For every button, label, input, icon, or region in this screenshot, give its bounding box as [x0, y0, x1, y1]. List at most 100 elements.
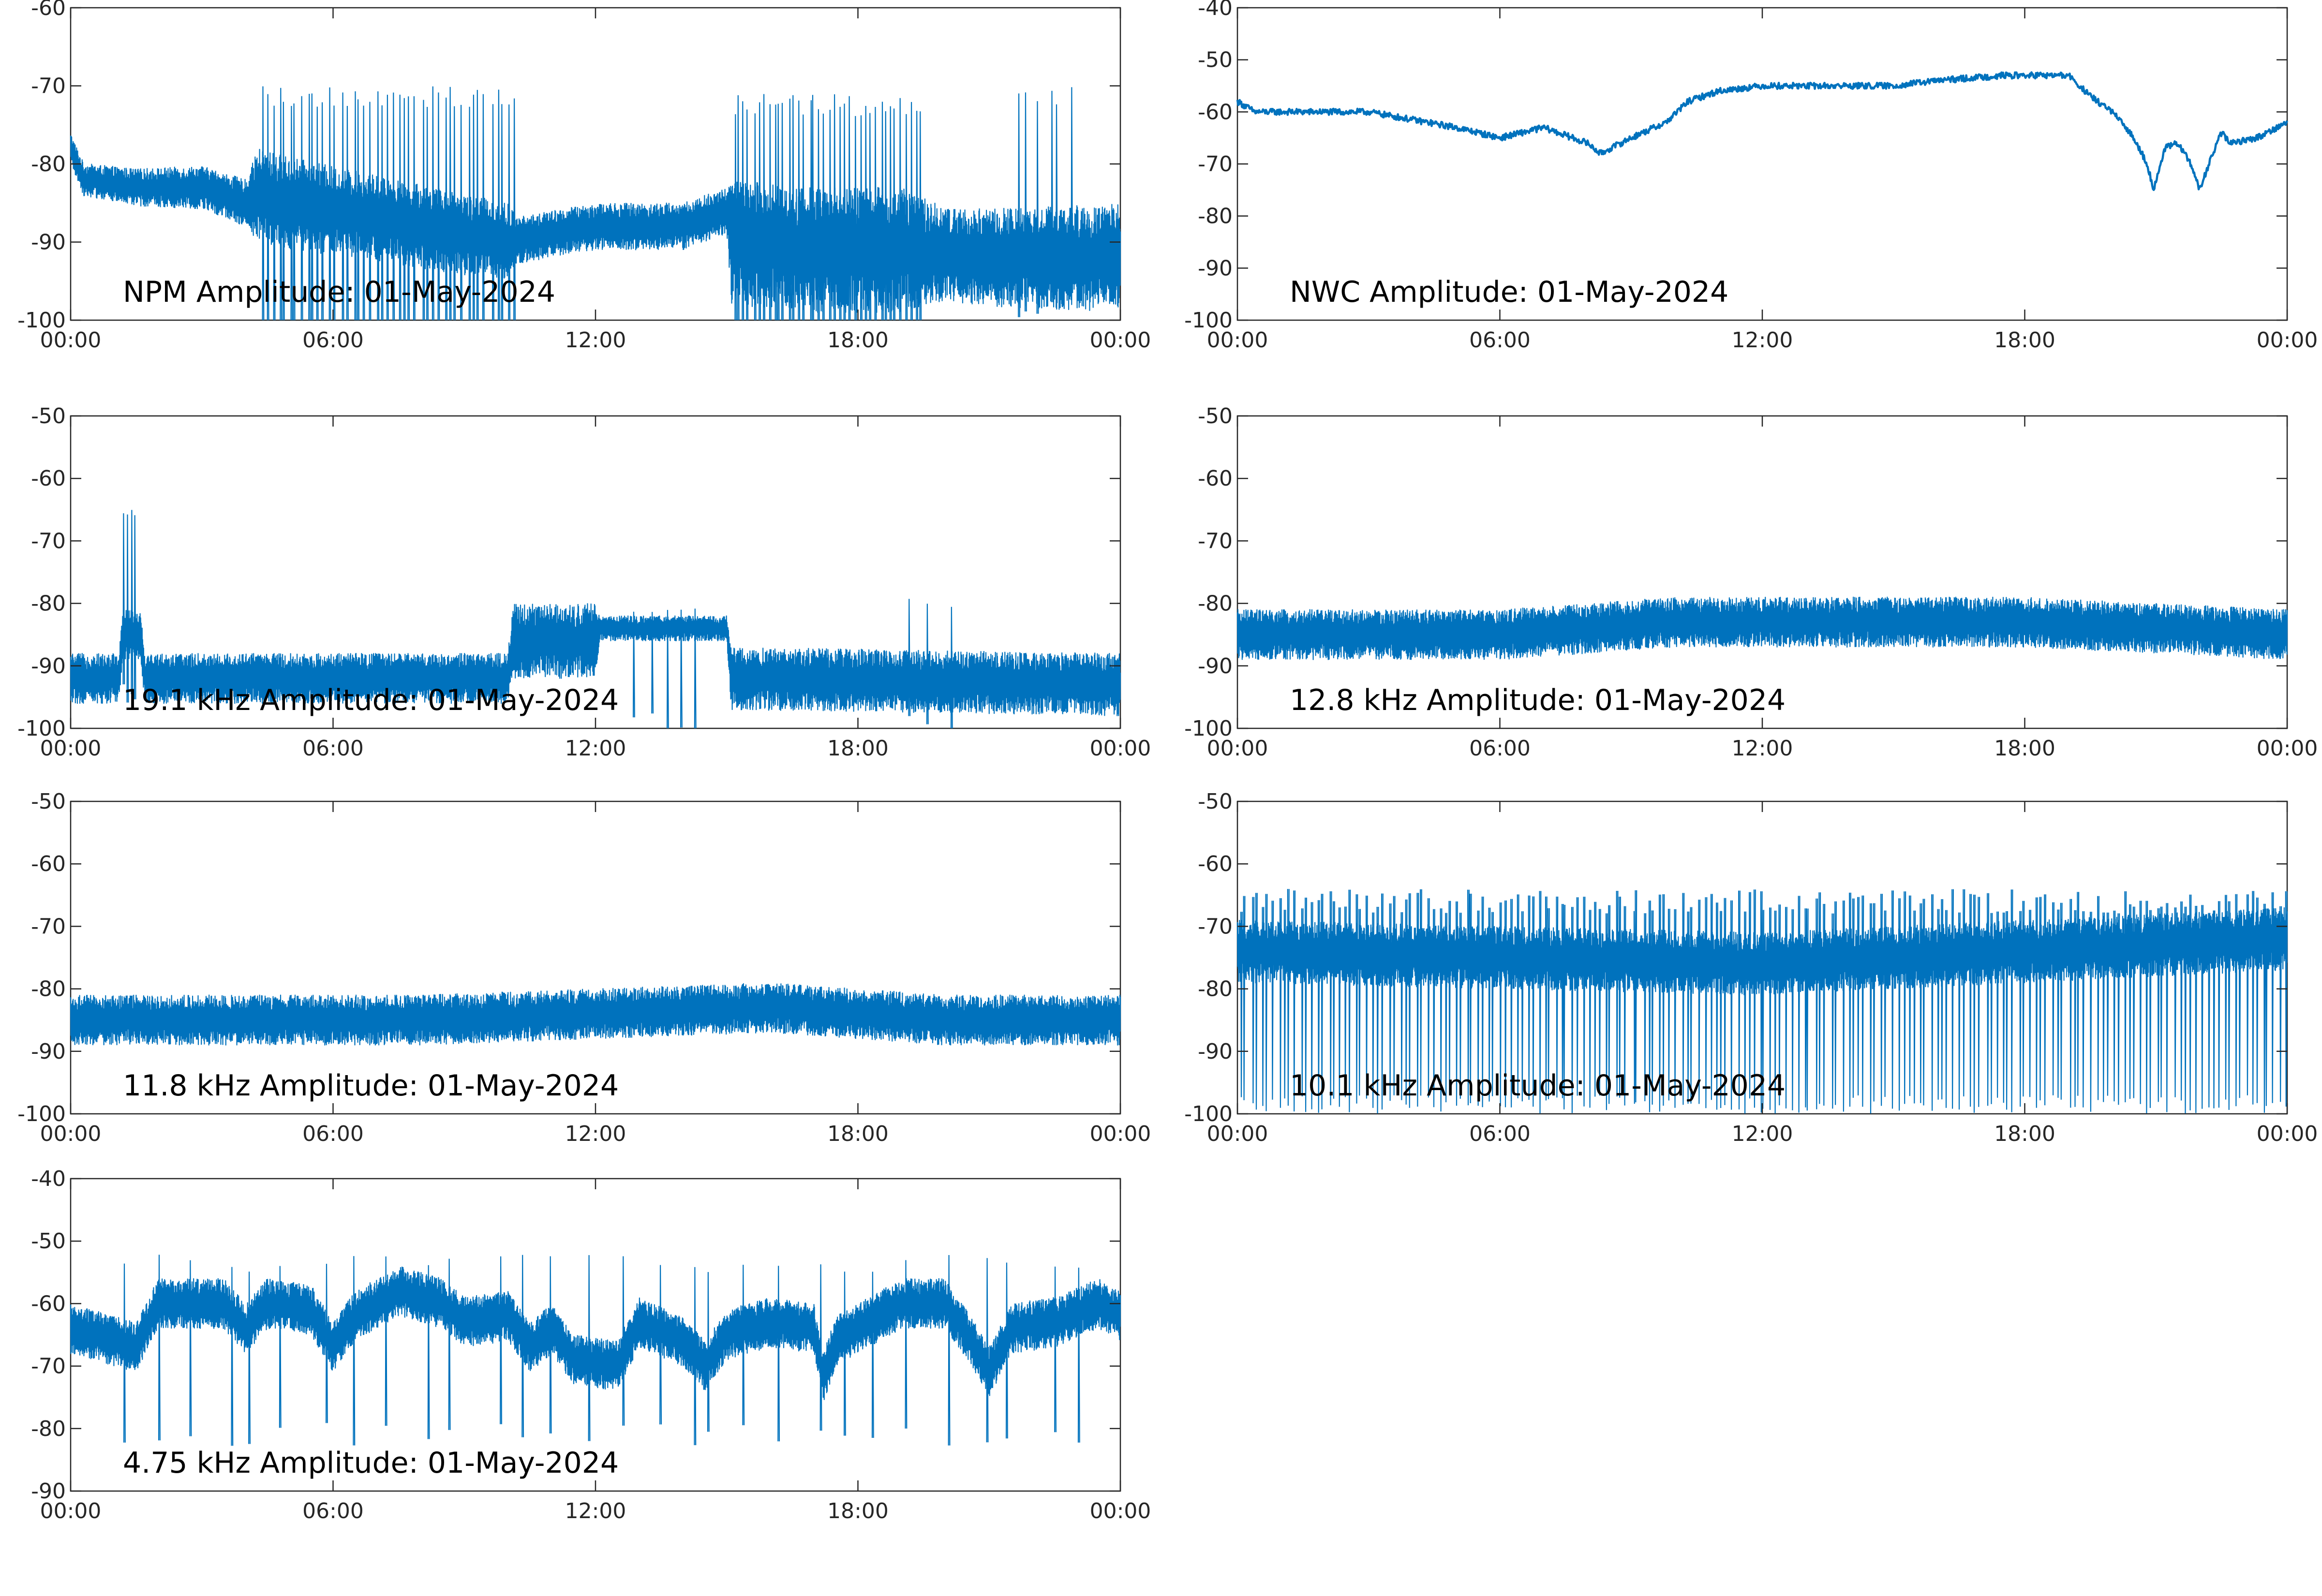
y-tick-label: -90	[31, 1479, 66, 1504]
y-tick-label: -50	[31, 1229, 66, 1254]
panel-title: 19.1 kHz Amplitude: 01-May-2024	[123, 683, 619, 717]
x-tick-label: 18:00	[827, 328, 889, 353]
y-tick-label: -70	[31, 1354, 66, 1379]
x-tick-label: 18:00	[827, 1122, 889, 1146]
x-tick-label: 12:00	[1732, 736, 1793, 761]
y-tick-label: -70	[1198, 914, 1233, 939]
y-tick-label: -60	[31, 1291, 66, 1316]
y-tick-label: -80	[31, 152, 66, 177]
x-tick-label: 18:00	[1994, 328, 2055, 353]
panel-title: 12.8 kHz Amplitude: 01-May-2024	[1290, 683, 1786, 717]
y-tick-label: -80	[1198, 204, 1233, 229]
x-tick-label: 00:00	[1207, 1122, 1268, 1146]
x-tick-label: 00:00	[1090, 1122, 1151, 1146]
series-spikes-1	[262, 86, 516, 321]
y-tick-label: -60	[31, 466, 66, 491]
series-spikes-1	[122, 510, 136, 703]
y-tick-label: -70	[1198, 152, 1233, 177]
chart-panel-2: -100 -90 -80 -70 -60 -50 -40 00:00 06:00 12:00 18:…	[1184, 0, 2318, 353]
chart-panel-5: -100 -90 -80 -70 -60 -50 00:00 06:00 12:00 18:00 0…	[17, 789, 1151, 1146]
x-tick-label: 06:00	[1469, 736, 1531, 761]
y-tick-label: -80	[31, 591, 66, 616]
x-tick-label: 18:00	[827, 1499, 889, 1523]
x-tick-label: 18:00	[827, 736, 889, 761]
y-tick-label: -40	[31, 1167, 66, 1191]
x-tick-label: 18:00	[1994, 1122, 2055, 1146]
y-tick-label: -90	[1198, 654, 1233, 679]
x-tick-label: 06:00	[302, 1122, 364, 1146]
x-tick-label: 00:00	[40, 1499, 102, 1523]
y-tick-label: -100	[1184, 716, 1233, 741]
y-tick-label: -90	[31, 230, 66, 255]
x-tick-label: 00:00	[1090, 1499, 1151, 1523]
y-tick-label: -90	[31, 654, 66, 679]
x-tick-label: 18:00	[1994, 736, 2055, 761]
y-tick-label: -50	[1198, 404, 1233, 429]
x-tick-label: 12:00	[1732, 328, 1793, 353]
chart-panel-3: -100 -90 -80 -70 -60 -50 00:00 06:00 12:00 18:00 0…	[17, 404, 1151, 761]
y-tick-label: -70	[31, 74, 66, 99]
y-tick-label: -70	[31, 529, 66, 553]
y-tick-label: -100	[17, 308, 66, 333]
x-tick-label: 12:00	[565, 1122, 626, 1146]
plot-frame	[70, 800, 1121, 1115]
x-tick-label: 12:00	[1732, 1122, 1793, 1146]
x-tick-label: 00:00	[2257, 736, 2318, 761]
x-tick-label: 00:00	[40, 1122, 102, 1146]
y-tick-label: -60	[1198, 466, 1233, 491]
y-tick-label: -80	[31, 1417, 66, 1441]
y-tick-label: -60	[31, 0, 66, 20]
series-spikes-3	[1018, 87, 1073, 317]
y-tick-label: -70	[31, 914, 66, 939]
y-tick-label: -80	[1198, 977, 1233, 1002]
series-spikes-1	[123, 1255, 1080, 1446]
panel-title: 4.75 kHz Amplitude: 01-May-2024	[123, 1446, 619, 1480]
x-tick-label: 06:00	[302, 1499, 364, 1523]
series-spikes-1	[1240, 889, 2288, 1114]
y-tick-label: -50	[1198, 789, 1233, 814]
series-spikes-3	[908, 599, 953, 729]
x-tick-label: 00:00	[1207, 736, 1268, 761]
chart-panel-4: -100 -90 -80 -70 -60 -50 00:00 06:00 12:00 18:00 0…	[1184, 404, 2318, 761]
y-tick-label: -80	[31, 977, 66, 1002]
y-tick-label: -70	[1198, 529, 1233, 553]
y-tick-label: -100	[1184, 308, 1233, 333]
y-tick-label: -60	[1198, 100, 1233, 124]
chart-panel-7: -90 -80 -70 -60 -50 -40 00:00 06:00 12:00 18:00 00…	[31, 1167, 1151, 1523]
series-line	[70, 135, 1121, 313]
series-line	[70, 983, 1121, 1046]
x-tick-label: 06:00	[302, 328, 364, 353]
x-tick-label: 06:00	[1469, 1122, 1531, 1146]
series-line	[1236, 596, 2288, 660]
x-tick-label: 12:00	[565, 1499, 626, 1523]
plot-frame	[1236, 7, 2288, 321]
series-spikes-2	[633, 608, 697, 729]
y-tick-label: -90	[1198, 1039, 1233, 1064]
x-tick-label: 00:00	[1090, 328, 1151, 353]
x-tick-label: 00:00	[2257, 328, 2318, 353]
panel-title: 10.1 kHz Amplitude: 01-May-2024	[1290, 1069, 1786, 1103]
x-tick-label: 00:00	[40, 328, 102, 353]
x-tick-label: 00:00	[40, 736, 102, 761]
y-tick-label: -50	[1198, 48, 1233, 73]
series-spikes-2	[734, 94, 922, 321]
x-tick-label: 12:00	[565, 328, 626, 353]
y-tick-label: -50	[31, 789, 66, 814]
x-tick-label: 00:00	[2257, 1122, 2318, 1146]
y-tick-label: -60	[31, 852, 66, 876]
series-line	[70, 603, 1121, 716]
x-tick-label: 06:00	[1469, 328, 1531, 353]
x-tick-label: 00:00	[1090, 736, 1151, 761]
series-line	[70, 1266, 1121, 1400]
chart-panel-6: -100 -90 -80 -70 -60 -50 00:00 06:00 12:00 18:00 0…	[1184, 789, 2318, 1146]
y-tick-label: -100	[1184, 1102, 1233, 1126]
y-tick-label: -100	[17, 1102, 66, 1126]
x-tick-label: 12:00	[565, 736, 626, 761]
y-tick-label: -50	[31, 404, 66, 429]
panel-title: NPM Amplitude: 01-May-2024	[123, 275, 555, 309]
chart-panel-1: -100 -90 -80 -70 -60 00:00 06:00 12:00 18:00 00:0…	[17, 0, 1151, 353]
plot-frame	[1236, 415, 2288, 729]
x-tick-label: 06:00	[302, 736, 364, 761]
y-tick-label: -100	[17, 716, 66, 741]
